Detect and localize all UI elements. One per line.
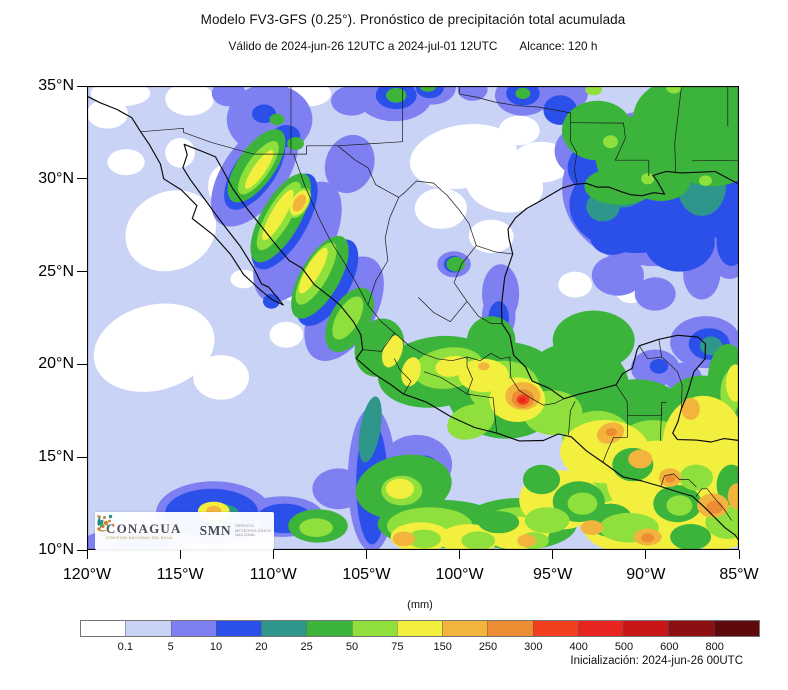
lon-tick — [86, 550, 88, 559]
lon-tick-label: 95°W — [533, 566, 573, 583]
colorbar-cell — [170, 621, 216, 636]
colorbar-tick-label: 75 — [391, 641, 404, 653]
lon-tick — [179, 550, 181, 559]
state-boundaries — [140, 86, 739, 521]
lon-tick-label: 110°W — [249, 566, 297, 583]
lat-tick — [77, 85, 87, 87]
colorbar-cell — [577, 621, 624, 636]
lat-tick-label: 20°N — [38, 355, 74, 373]
lon-tick — [552, 550, 554, 559]
page-title: Modelo FV3-GFS (0.25°). Pronóstico de pr… — [200, 12, 626, 27]
smn-icon — [97, 514, 115, 531]
lat-tick-label: 10°N — [38, 541, 74, 558]
lon-tick-label: 90°W — [626, 566, 666, 583]
colorbar-tick-label: 800 — [705, 641, 724, 653]
colorbar-cell — [532, 621, 578, 636]
colorbar-tick-label: 300 — [524, 641, 543, 653]
colorbar-tick-label: 5 — [167, 641, 174, 653]
colorbar-cell — [306, 621, 352, 636]
lon-tick-label: 100°W — [435, 566, 484, 583]
lon-tick — [645, 550, 647, 559]
lon-tick — [365, 550, 367, 559]
coastlines — [87, 95, 739, 542]
precipitation-colorbar — [80, 620, 760, 637]
colorbar-cell — [215, 621, 262, 636]
colorbar-cell — [623, 621, 669, 636]
lat-tick-label: 15°N — [38, 448, 74, 466]
colorbar-tick-label: 150 — [433, 641, 452, 653]
smn-subtitle: SERVICIO METEOROLÓGICO NACIONAL — [235, 524, 271, 537]
lat-tick-label: 35°N — [38, 77, 74, 94]
colorbar-units-label: (mm) — [407, 599, 433, 611]
lat-tick-label: 30°N — [38, 169, 74, 187]
colorbar-tick-label: 20 — [255, 641, 268, 653]
colorbar-cell — [351, 621, 397, 636]
lon-tick — [272, 550, 274, 559]
conagua-text-block: CONAGUA COMISIÓN NACIONAL DEL AGUA — [106, 522, 182, 541]
colorbar-cell — [713, 621, 759, 636]
colorbar-cell — [125, 621, 171, 636]
colorbar-tick-label: 500 — [614, 641, 634, 653]
lat-tick — [77, 456, 87, 458]
colorbar-cell — [396, 621, 443, 636]
lon-tick-label: 105°W — [342, 566, 391, 583]
precip-layer-400-500mm — [519, 397, 526, 403]
lat-tick-label: 25°N — [38, 262, 74, 280]
map-area: CONAGUA COMISIÓN NACIONAL DEL AGUA SMN S… — [87, 86, 739, 550]
lon-tick-label: 115°W — [156, 566, 204, 583]
map-layers — [87, 86, 739, 550]
colorbar-tick-label: 10 — [209, 641, 223, 653]
smn-wordmark: SMN — [199, 523, 232, 538]
colorbar-tick-label: 250 — [478, 641, 498, 653]
lon-tick — [459, 550, 461, 559]
colorbar-cell — [487, 621, 533, 636]
page-subtitle: Válido de 2024-jun-26 12UTC a 2024-jul-0… — [87, 39, 739, 53]
agency-logo-box: CONAGUA COMISIÓN NACIONAL DEL AGUA SMN S… — [95, 512, 274, 550]
map-frame — [87, 86, 739, 550]
lat-tick — [77, 178, 87, 180]
colorbar-tick-label: 0.1 — [117, 641, 133, 653]
smn-subtitle-line: SERVICIO — [235, 524, 255, 529]
colorbar-tick-label: 25 — [300, 641, 313, 653]
colorbar-cell — [668, 621, 714, 636]
lat-tick — [77, 363, 87, 365]
colorbar-cell — [442, 621, 488, 636]
colorbar-tick-label: 50 — [345, 641, 359, 653]
precipitation-map — [87, 86, 739, 550]
lon-tick — [738, 550, 740, 559]
conagua-wordmark: CONAGUA — [106, 520, 182, 536]
smn-subtitle-line: NACIONAL — [235, 533, 256, 538]
lat-tick — [77, 549, 87, 551]
smn-subtitle-line: METEOROLÓGICO — [235, 528, 272, 533]
colorbar-tick-label: 400 — [569, 641, 588, 653]
precip-layer-250-300mm — [511, 389, 724, 543]
colorbar-tick-label: 600 — [660, 641, 679, 653]
valid-period-text: Válido de 2024-jun-26 12UTC a 2024-jul-0… — [228, 39, 498, 53]
lat-tick — [77, 271, 87, 273]
colorbar-cell — [81, 621, 126, 636]
initialization-text: Inicialización: 2024-jun-26 00UTC — [570, 655, 743, 667]
lon-tick-label: 120°W — [62, 566, 112, 583]
lon-tick-label: 85°W — [719, 566, 759, 583]
forecast-range-text: Alcance: 120 h — [519, 39, 598, 53]
conagua-subtitle: COMISIÓN NACIONAL DEL AGUA — [106, 535, 173, 540]
colorbar-cell — [261, 621, 307, 636]
